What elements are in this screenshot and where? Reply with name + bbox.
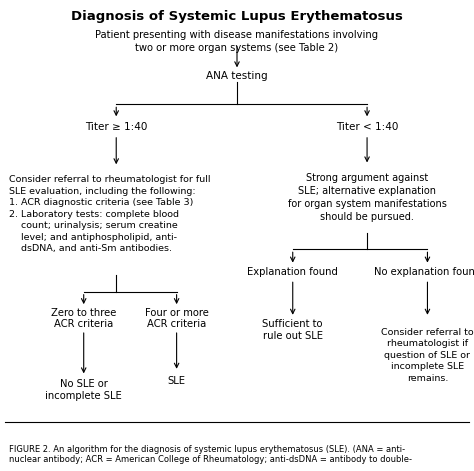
Text: Strong argument against
SLE; alternative explanation
for organ system manifestat: Strong argument against SLE; alternative… [288, 173, 447, 221]
Text: Titer < 1:40: Titer < 1:40 [336, 122, 398, 132]
Text: Sufficient to
rule out SLE: Sufficient to rule out SLE [263, 319, 323, 341]
Text: Titer ≥ 1:40: Titer ≥ 1:40 [85, 122, 147, 132]
Text: SLE: SLE [168, 376, 186, 386]
Text: Explanation found: Explanation found [247, 268, 338, 277]
Text: FIGURE 2. An algorithm for the diagnosis of systemic lupus erythematosus (SLE). : FIGURE 2. An algorithm for the diagnosis… [9, 445, 412, 464]
Text: Four or more
ACR criteria: Four or more ACR criteria [145, 308, 209, 329]
Text: Consider referral to
rheumatologist if
question of SLE or
incomplete SLE
remains: Consider referral to rheumatologist if q… [381, 328, 474, 382]
Text: Consider referral to rheumatologist for full
SLE evaluation, including the follo: Consider referral to rheumatologist for … [9, 176, 211, 253]
Text: No explanation found: No explanation found [374, 268, 474, 277]
Text: Zero to three
ACR criteria: Zero to three ACR criteria [51, 308, 117, 329]
Text: No SLE or
incomplete SLE: No SLE or incomplete SLE [46, 379, 122, 401]
Text: Diagnosis of Systemic Lupus Erythematosus: Diagnosis of Systemic Lupus Erythematosu… [71, 10, 403, 23]
Text: Patient presenting with disease manifestations involving
two or more organ syste: Patient presenting with disease manifest… [95, 30, 379, 53]
Text: ANA testing: ANA testing [206, 71, 268, 81]
